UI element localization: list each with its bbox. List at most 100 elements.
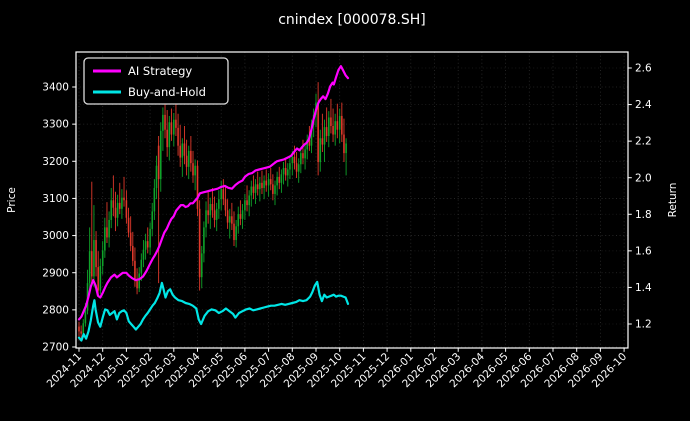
candle-body xyxy=(151,211,154,229)
candle-body xyxy=(272,184,274,194)
candle-body xyxy=(181,143,184,158)
candle-body xyxy=(209,204,212,216)
candle-body xyxy=(200,253,203,278)
legend-label-buy-and-hold: Buy-and-Hold xyxy=(128,85,206,99)
candle-body xyxy=(136,280,138,289)
candle-body xyxy=(101,250,104,267)
candle-body xyxy=(246,200,248,206)
candle-body xyxy=(334,121,336,135)
buy-and-hold-line xyxy=(77,280,350,342)
candle-body xyxy=(82,323,85,334)
candle-body xyxy=(233,223,235,241)
return-tick-label: 2.2 xyxy=(635,136,652,148)
candle-body xyxy=(157,145,160,180)
candle-body xyxy=(254,184,257,193)
candle-body xyxy=(259,182,261,190)
candle-body xyxy=(84,310,87,324)
candle-body xyxy=(213,210,216,220)
return-tick-label: 1.2 xyxy=(635,319,652,331)
candle-body xyxy=(173,119,175,135)
candle-body xyxy=(239,214,242,219)
candle-body xyxy=(302,153,304,159)
candle-body xyxy=(125,200,128,218)
candle-body xyxy=(106,227,108,238)
candle-body xyxy=(88,251,91,284)
price-tick-label: 3300 xyxy=(42,119,69,131)
candle-body xyxy=(205,210,207,228)
return-tick-label: 2.0 xyxy=(635,172,652,184)
candle-body xyxy=(218,199,220,209)
candle-body xyxy=(127,217,130,233)
candle-body xyxy=(241,210,244,219)
candlestick-series xyxy=(78,82,347,340)
legend: AI Strategy Buy-and-Hold xyxy=(83,57,229,105)
candle-body xyxy=(194,165,196,176)
candle-body xyxy=(198,208,201,278)
candle-body xyxy=(129,232,132,246)
candle-body xyxy=(310,124,313,146)
candle-body xyxy=(211,204,214,211)
candle-body xyxy=(144,241,147,250)
candle-body xyxy=(336,121,339,130)
return-tick-label: 1.6 xyxy=(635,245,652,257)
price-tick-label: 3100 xyxy=(42,193,69,205)
candle-body xyxy=(256,184,259,190)
candle-body xyxy=(185,155,188,167)
candle-body xyxy=(118,202,121,209)
candle-body xyxy=(90,251,93,277)
price-tick-label: 2900 xyxy=(42,267,69,279)
candle-body xyxy=(97,267,99,291)
chart-title: cnindex [000078.SH] xyxy=(278,12,426,28)
candle-body xyxy=(282,167,285,175)
candle-body xyxy=(319,138,322,163)
candle-body xyxy=(142,249,145,260)
candle-body xyxy=(237,214,240,227)
candle-body xyxy=(297,164,300,172)
candle-body xyxy=(276,176,278,186)
candle-body xyxy=(265,180,268,186)
candle-body xyxy=(291,156,294,164)
line-series xyxy=(77,65,350,342)
candle-body xyxy=(155,165,158,189)
price-tick-label: 2800 xyxy=(42,304,69,316)
return-tick-label: 1.8 xyxy=(635,209,652,221)
price-tick-label: 3200 xyxy=(42,156,69,168)
return-tick-label: 1.4 xyxy=(635,282,652,294)
candle-body xyxy=(190,150,192,164)
candle-body xyxy=(345,143,347,154)
candle-body xyxy=(99,266,102,291)
candle-body xyxy=(304,149,306,159)
candle-body xyxy=(138,273,140,289)
candle-body xyxy=(308,139,311,146)
candle-body xyxy=(123,197,125,201)
candle-body xyxy=(170,122,173,135)
candle-body xyxy=(248,195,250,206)
candle-body xyxy=(330,117,332,126)
candle-body xyxy=(162,114,164,131)
plot-border xyxy=(75,51,629,349)
candle-body xyxy=(220,189,222,200)
candle-body xyxy=(261,182,263,189)
candle-body xyxy=(327,117,330,137)
candle-body xyxy=(341,115,343,135)
candle-body xyxy=(289,163,291,170)
return-tick-label: 2.4 xyxy=(635,99,652,111)
candle-body xyxy=(179,145,181,158)
right-axis-label: Return xyxy=(667,183,679,218)
candle-body xyxy=(183,143,186,156)
price-tick-label: 2700 xyxy=(42,342,69,354)
candle-body xyxy=(280,174,283,183)
price-tick-label: 3400 xyxy=(42,82,69,94)
candle-body xyxy=(306,139,309,150)
candle-body xyxy=(104,227,106,251)
candle-body xyxy=(250,186,253,196)
candle-body xyxy=(343,134,345,154)
candle-body xyxy=(166,129,168,148)
candle-body xyxy=(323,127,326,145)
candle-body xyxy=(317,102,319,163)
candle-body xyxy=(263,180,265,189)
candle-body xyxy=(192,163,194,176)
candle-body xyxy=(269,179,272,185)
candle-body xyxy=(134,260,136,281)
